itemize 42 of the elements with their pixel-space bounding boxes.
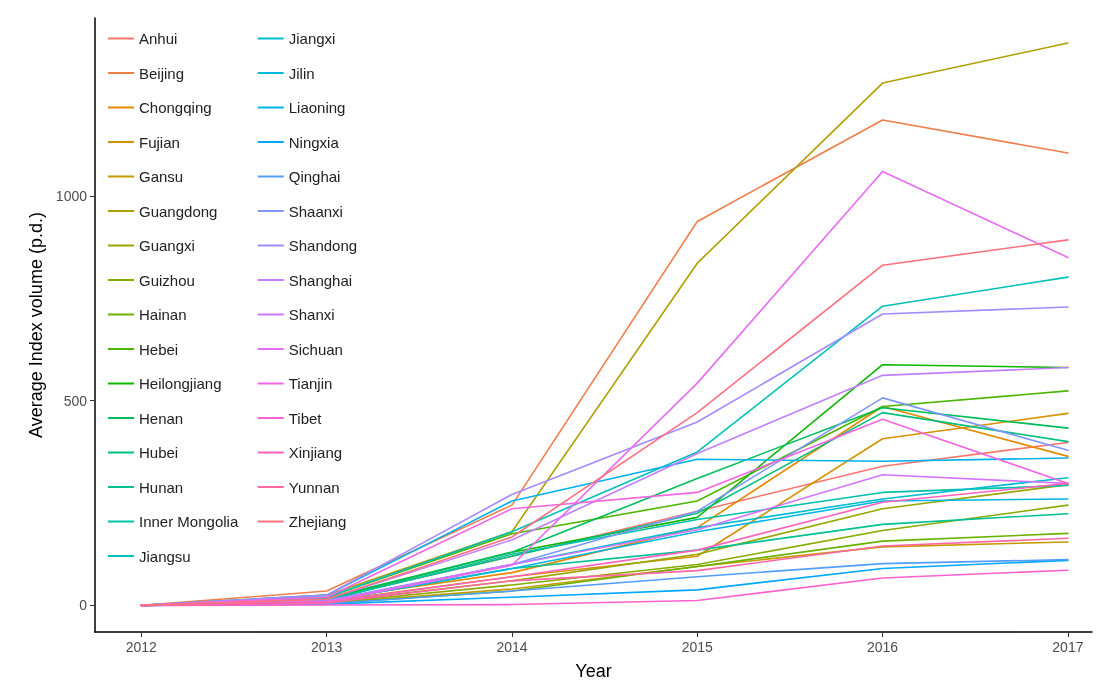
legend-label: Sichuan <box>288 340 343 358</box>
x-tick-label: 2013 <box>311 639 343 655</box>
legend-label: Gansu <box>139 168 184 185</box>
legend-label: Jiangxi <box>288 30 336 47</box>
legend-label: Guizhou <box>139 271 195 289</box>
y-tick-label: 0 <box>79 597 88 614</box>
legend-label: Liaoning <box>288 99 346 116</box>
legend-label: Zhejiang <box>288 513 347 530</box>
legend-label: Shanghai <box>288 271 353 289</box>
y-tick-label: 500 <box>63 392 88 409</box>
x-tick-label: 2015 <box>681 639 714 655</box>
legend-label: Chongqing <box>139 99 212 116</box>
legend-label: Shandong <box>288 237 358 254</box>
legend-label: Anhui <box>139 30 178 47</box>
x-tick-label: 2017 <box>1052 639 1084 655</box>
y-tick-label: 1000 <box>55 188 88 205</box>
legend-label: Hunan <box>139 478 184 496</box>
legend-label: Tibet <box>288 409 323 427</box>
legend-label: Jiangsu <box>139 547 191 565</box>
x-axis-title: Year <box>575 661 612 681</box>
legend-label: Heilongjiang <box>139 375 222 392</box>
x-tick-label: 2016 <box>867 639 899 655</box>
legend-label: Hubei <box>139 444 179 461</box>
y-axis-title: Average Index volume (p.d.) <box>25 212 46 438</box>
legend-label: Guangxi <box>139 237 195 254</box>
legend-label: Henan <box>139 409 184 427</box>
legend-label: Shanxi <box>288 306 335 323</box>
legend-label: Guangdong <box>139 202 218 220</box>
legend-label: Tianjin <box>288 375 333 392</box>
legend-label: Hebei <box>139 340 179 358</box>
legend-label: Jilin <box>288 64 315 82</box>
legend-label: Shaanxi <box>288 202 343 220</box>
legend-label: Qinghai <box>288 168 341 185</box>
legend-label: Inner Mongolia <box>139 513 239 530</box>
x-tick-label: 2012 <box>125 639 158 655</box>
legend-label: Beijing <box>139 64 185 82</box>
legend-label: Fujian <box>139 133 180 151</box>
legend-label: Ningxia <box>288 133 340 151</box>
x-tick-label: 2014 <box>496 639 528 655</box>
legend-label: Xinjiang <box>288 444 343 461</box>
legend-label: Yunnan <box>288 478 340 496</box>
legend-label: Hainan <box>139 306 187 323</box>
